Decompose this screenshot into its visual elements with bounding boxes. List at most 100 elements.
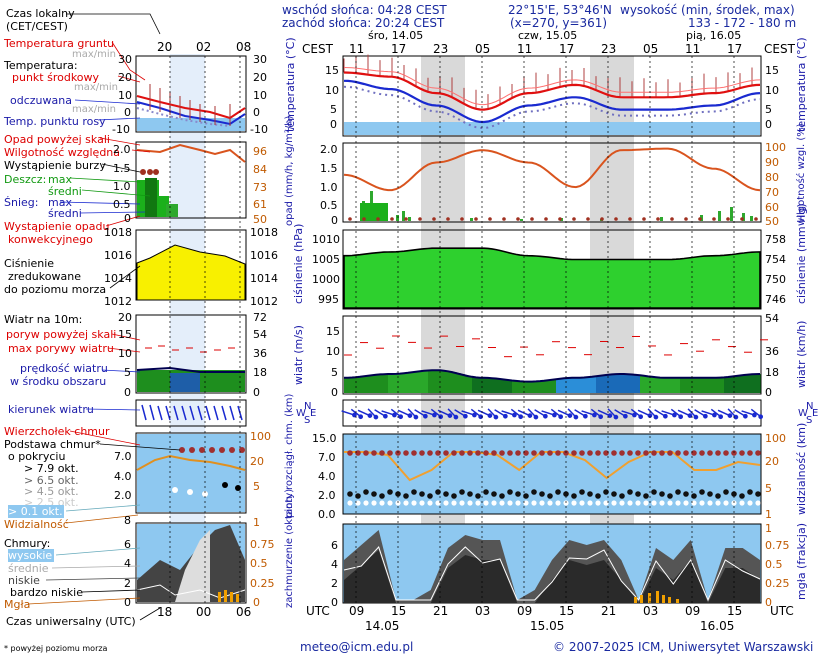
- footnote: * powyżej poziomu morza: [4, 644, 108, 653]
- wind-speed-bar: [436, 370, 441, 393]
- wind-speed-bar: [404, 373, 409, 393]
- legend-okt65: > 6.5 okt.: [24, 474, 79, 487]
- wind-speed-bar: [552, 379, 557, 393]
- wind-speed-bar: [684, 377, 689, 393]
- wind-speed-bar: [480, 377, 485, 393]
- cloud-base-dot: [731, 491, 737, 497]
- precip-dot: [600, 217, 604, 221]
- cloud-top-dot: [411, 450, 417, 456]
- precip-block: [360, 203, 388, 221]
- wind-speed-bar: [360, 376, 365, 393]
- mini-hum-tick: 73: [253, 181, 267, 194]
- wind-arrow-head: [358, 414, 364, 420]
- wind-speed-bar: [572, 377, 577, 393]
- precip-panel: [342, 142, 762, 223]
- wind-speed-bar: [576, 377, 581, 393]
- mini-clouds-panel: [135, 522, 247, 604]
- footer-email[interactable]: meteo@icm.edu.pl: [300, 640, 414, 654]
- cloud-base-panel: [342, 433, 762, 515]
- cloud-top-dot: [579, 450, 585, 456]
- wind-speed-bar: [584, 377, 589, 393]
- wind-speed-bar: [368, 375, 373, 393]
- wind-speed-bar: [680, 377, 685, 393]
- cloud-base-dot: [683, 491, 689, 497]
- cloud-base-dot: [515, 491, 521, 497]
- legend-okt45: > 4.5 okt.: [24, 485, 79, 498]
- cloud-base-dot: [643, 493, 649, 499]
- precip-bar: [402, 211, 405, 221]
- cloud-base-dot: [747, 489, 753, 495]
- grid-position: (x=270, y=361): [510, 16, 608, 30]
- wind-arrow-head: [438, 414, 444, 420]
- cloud-top-dot: [675, 450, 681, 456]
- pressure-axis-label-r: ciśnienie (mm Hg): [795, 203, 808, 304]
- legend-utc: Czas uniwersalny (UTC): [6, 615, 136, 628]
- night-band: [590, 56, 634, 603]
- wind-tick: 15: [326, 325, 340, 338]
- mini-wind-tick: 0: [124, 386, 131, 399]
- cloud-base-dot: [451, 493, 457, 499]
- cloud-base-dot: [603, 489, 609, 495]
- mini-temp-tick-r: 10: [253, 89, 267, 102]
- mini-local-hour: 08: [236, 40, 252, 54]
- cloud-base-light-dot: [411, 500, 417, 506]
- cloud-top-dot: [499, 450, 505, 456]
- wind-arrow-head: [703, 413, 708, 419]
- wind-speed-bar: [440, 370, 445, 393]
- cloud-base-dot: [579, 489, 585, 495]
- mini-hum-tick: 96: [253, 145, 267, 158]
- fog-bar: [668, 597, 671, 603]
- fog-bar: [676, 599, 679, 603]
- cloud-top-dot: [475, 450, 481, 456]
- local-hour-label: 17: [727, 42, 743, 56]
- cloud-base-light-dot: [699, 500, 705, 506]
- wind-speed-bar: [656, 377, 661, 393]
- precip-dot: [530, 217, 534, 221]
- wind-speed-bar: [588, 377, 593, 393]
- cloud-base-dot: [587, 491, 593, 497]
- wind-arrow-head: [687, 413, 693, 418]
- wind-speed-bar: [428, 370, 433, 393]
- wind-arrow-head: [638, 414, 644, 420]
- legend-local-time: Czas lokalny: [6, 7, 75, 20]
- precip-dot: [684, 217, 688, 221]
- mini-wind-tick-r: 72: [253, 311, 267, 324]
- wind-speed-bar: [740, 375, 745, 393]
- wind-speed-bar: [544, 380, 549, 393]
- sunset: zachód słońca: 20:24 CEST: [282, 16, 445, 30]
- wind-arrow-head: [672, 412, 677, 418]
- mini-local-hour: 20: [157, 40, 173, 54]
- low-cloud-area: [344, 550, 760, 603]
- cloud-base-light-dot: [475, 500, 481, 506]
- wind-arrow-head: [533, 414, 539, 420]
- cloud-base-dot: [539, 491, 545, 497]
- cloud-top-dot: [643, 450, 649, 456]
- mini-vis-tick: 20: [250, 455, 264, 468]
- mini-wind-tick-r: 18: [253, 366, 267, 379]
- cloud-base-dot: [619, 493, 625, 499]
- wind-speed-bar: [344, 377, 349, 393]
- local-hour-label: 11: [685, 42, 701, 56]
- legend-wind: Wiatr na 10m:: [4, 313, 83, 326]
- precip-dot: [446, 217, 450, 221]
- cloud-top-dot: [459, 450, 465, 456]
- cloud-base-dot: [507, 489, 513, 495]
- precip-dot: [712, 217, 716, 221]
- wind-speed-bar: [512, 380, 517, 393]
- wind-speed-bar: [736, 376, 741, 393]
- wind-speed-bar: [396, 373, 401, 393]
- cloud-base-dot: [531, 489, 537, 495]
- wind-speed-bar: [476, 377, 481, 393]
- mini-press-tick: 1014: [104, 272, 132, 285]
- utc-hour-label: 15: [391, 604, 407, 618]
- wind-speed-bar: [388, 374, 393, 393]
- wind-speed-bar: [472, 376, 477, 393]
- wind-speed-bar: [752, 374, 757, 393]
- precip-axis-label: opad (mm/h, kg/m²/h): [284, 115, 295, 226]
- precip-bar: [660, 217, 663, 221]
- precip-dot: [628, 217, 632, 221]
- cloud-top-dot: [683, 450, 689, 456]
- mini-fog-tick: 0.25: [250, 577, 275, 590]
- cloud-base-light-dot: [715, 500, 721, 506]
- wind-speed-bar: [500, 378, 505, 393]
